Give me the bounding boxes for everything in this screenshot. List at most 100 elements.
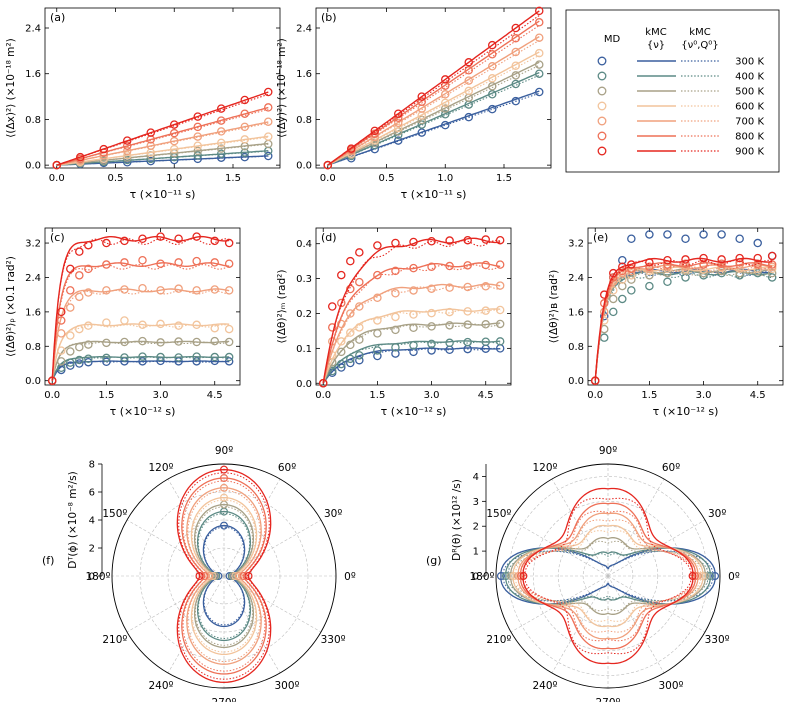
- kmc-line-900K: [327, 10, 540, 166]
- radial-tick-label: 4: [473, 472, 479, 483]
- md-point: [506, 571, 515, 580]
- md-point: [511, 96, 521, 106]
- md-point: [120, 353, 129, 362]
- md-point: [487, 90, 497, 99]
- y-tick-label: 3.2: [568, 239, 584, 250]
- md-point: [535, 69, 544, 78]
- x-tick-label: 0.5: [108, 173, 124, 184]
- md-point: [156, 338, 165, 347]
- md-point: [464, 86, 473, 96]
- legend-temp-label: 900 K: [735, 147, 764, 158]
- md-point: [193, 122, 202, 132]
- md-point: [440, 120, 450, 130]
- legend-temp-label: 700 K: [735, 117, 764, 128]
- md-point: [102, 286, 111, 295]
- x-tick-label: 4.5: [478, 390, 494, 401]
- y-tick-label: 0.8: [296, 115, 312, 126]
- kmc-line-500K: [594, 268, 773, 381]
- panel-label: (a): [50, 11, 65, 24]
- md-point: [220, 474, 229, 483]
- md-point: [138, 352, 147, 361]
- kmc0-line-600K: [327, 54, 540, 166]
- md-point: [263, 151, 273, 161]
- md-point: [102, 260, 111, 269]
- kmc0-line-300K: [327, 92, 540, 166]
- md-point: [627, 286, 636, 295]
- y-tick-label: 0.1: [296, 344, 312, 355]
- md-point: [240, 135, 249, 144]
- md-point: [514, 571, 523, 580]
- kmc0-line-400K: [327, 74, 540, 166]
- md-point: [84, 264, 93, 274]
- kmc-line-800K: [56, 106, 269, 166]
- md-point: [57, 316, 66, 325]
- md-point: [75, 324, 84, 334]
- kmc-line-600K: [594, 266, 773, 381]
- kmc0-curve-900K: [178, 472, 270, 680]
- md-point: [618, 262, 627, 271]
- md-point: [195, 571, 204, 580]
- md-point: [463, 337, 472, 347]
- kmc0-curve-600K: [191, 499, 257, 653]
- md-point: [224, 238, 234, 248]
- md-point: [220, 521, 229, 530]
- y-tick-label: 2.4: [25, 24, 41, 35]
- md-point: [391, 312, 400, 322]
- md-point: [618, 256, 627, 265]
- angle-label: 30º: [324, 508, 342, 520]
- md-point: [146, 128, 155, 137]
- md-point: [501, 571, 510, 580]
- angle-label: 240º: [149, 680, 174, 692]
- kmc-line-300K: [322, 347, 501, 384]
- md-point: [337, 359, 346, 369]
- md-point: [327, 323, 337, 332]
- md-point: [192, 337, 201, 347]
- kmc-line-700K: [322, 283, 501, 384]
- md-point: [102, 338, 111, 348]
- md-point: [138, 256, 147, 265]
- md-point: [495, 235, 505, 245]
- md-point: [337, 270, 346, 280]
- md-point: [609, 273, 618, 282]
- kmc0-line-800K: [56, 108, 269, 166]
- md-point: [391, 343, 400, 352]
- md-point: [735, 268, 744, 278]
- md-point: [600, 333, 609, 342]
- md-point: [645, 262, 654, 271]
- angle-label: 150º: [486, 508, 511, 520]
- legend-md-marker: [597, 116, 607, 126]
- angle-label: 180º: [470, 571, 495, 583]
- angle-label: 270º: [212, 697, 237, 702]
- md-point: [511, 23, 521, 33]
- md-point: [463, 282, 472, 292]
- md-point: [487, 104, 497, 114]
- md-point: [393, 118, 403, 128]
- kmc0-line-700K: [56, 122, 269, 166]
- angle-label: 210º: [102, 634, 127, 646]
- y-tick-label: 0.0: [25, 376, 41, 387]
- md-point: [627, 275, 636, 284]
- md-point: [138, 357, 147, 366]
- md-point: [210, 236, 219, 246]
- x-tick-label: 3.0: [424, 390, 440, 401]
- md-point: [535, 60, 544, 69]
- md-point: [240, 122, 249, 132]
- md-point: [323, 160, 332, 170]
- md-point: [409, 340, 418, 350]
- md-point: [75, 355, 84, 365]
- md-point: [224, 324, 234, 334]
- radial-tick-label: 0: [473, 572, 479, 583]
- md-point: [66, 358, 75, 367]
- legend-md-marker: [597, 86, 607, 96]
- kmc-curve-900K: [522, 487, 694, 665]
- md-point: [346, 340, 355, 350]
- polar-spoke: [223, 575, 322, 633]
- md-point: [174, 337, 183, 346]
- y-tick-label: 2.4: [296, 24, 312, 35]
- md-point: [224, 286, 234, 295]
- md-point: [193, 112, 202, 121]
- md-point: [445, 321, 454, 330]
- md-point: [216, 127, 226, 136]
- md-point: [75, 292, 84, 302]
- md-point: [717, 255, 726, 264]
